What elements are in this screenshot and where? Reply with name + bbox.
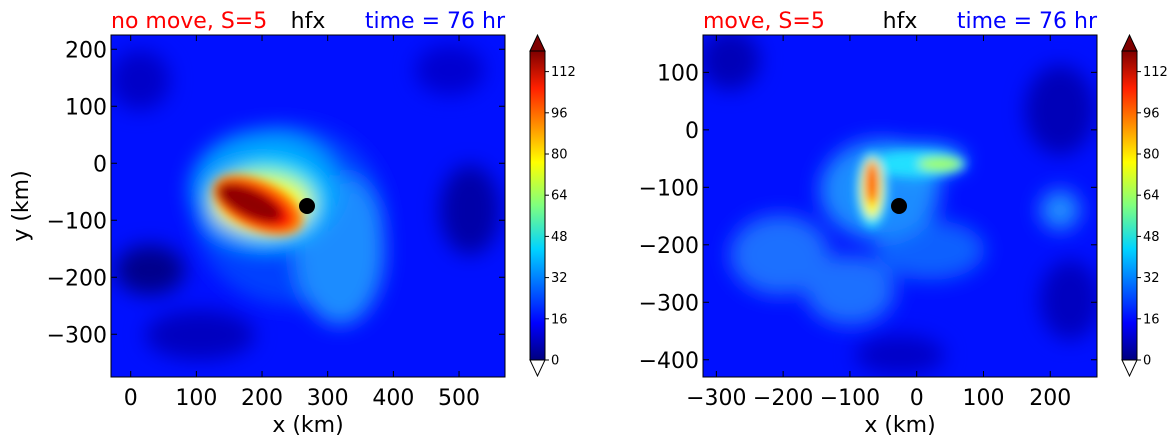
panel-right-heatmap: [703, 35, 1097, 377]
colorbar-tick-label: 64: [1143, 189, 1160, 204]
colorbar-tick-label: 32: [1143, 271, 1160, 286]
panel-left-title-center: hfx: [291, 9, 326, 34]
colorbar-extend-max: [529, 33, 546, 52]
x-tick-label: 200: [1029, 386, 1071, 411]
y-tick-label: −400: [639, 349, 699, 374]
colorbar-tick-label: 112: [551, 65, 576, 80]
panel-right-title-right: time = 76 hr: [957, 9, 1098, 34]
x-tick-label: −200: [753, 386, 813, 411]
x-tick-label: −300: [686, 386, 746, 411]
y-tick-label: −200: [639, 234, 699, 259]
storm-center-marker: [891, 198, 907, 214]
panel-right-title-center: hfx: [883, 9, 918, 34]
heatmap-low-patches: [703, 35, 1097, 375]
x-tick-label: 300: [307, 386, 349, 411]
colorbar-tick-label: 32: [551, 271, 568, 286]
colorbar-tick-label: 96: [1143, 106, 1160, 121]
panel-left-frame: [110, 34, 506, 378]
panel-left-title-right: time = 76 hr: [365, 9, 506, 34]
colorbar-gradient: [1121, 50, 1138, 361]
panel-left-x-ticks: 0 100 200 300 400 500: [124, 35, 480, 411]
y-tick-label: 0: [685, 119, 699, 144]
x-tick-label: 0: [124, 386, 138, 411]
colorbar-extend-max: [1121, 33, 1138, 52]
y-tick-label: 100: [657, 61, 699, 86]
x-tick-label: 0: [910, 386, 924, 411]
colorbar-extend-min: [1121, 359, 1138, 378]
y-tick-label: −200: [47, 266, 107, 291]
x-tick-label: 500: [438, 386, 480, 411]
panel-left-colorbar: 0 16 32 48 64 80 96 112: [529, 33, 576, 378]
panel-right-colorbar: 0 16 32 48 64 80 96 112: [1121, 33, 1168, 378]
panel-left-ylabel: y (km): [9, 170, 34, 241]
panel-left-title-left: no move, S=5: [111, 9, 267, 34]
x-tick-label: 400: [372, 386, 414, 411]
y-tick-label: −300: [639, 291, 699, 316]
colorbar-tick-label: 80: [551, 148, 568, 163]
y-tick-label: 100: [65, 95, 107, 120]
panel-right-frame: [702, 34, 1098, 378]
heatmap-low-patches: [111, 45, 500, 360]
panel-left: no move, S=5 hfx time = 76 hr: [9, 9, 576, 438]
x-tick-label: 200: [241, 386, 283, 411]
colorbar-tick-label: 96: [551, 106, 568, 121]
x-tick-label: 100: [175, 386, 217, 411]
y-tick-label: 0: [93, 152, 107, 177]
x-tick-label: −100: [820, 386, 880, 411]
x-tick-label: 100: [962, 386, 1004, 411]
colorbar-tick-label: 16: [551, 312, 568, 327]
colorbar-ticks: 0 16 32 48 64 80 96 112: [545, 65, 576, 369]
colorbar-extend-min: [529, 359, 546, 378]
panel-right-y-ticks: 100 0 −100 −200 −300 −400: [639, 61, 1097, 374]
storm-center-marker: [299, 198, 315, 214]
heatmap-core: [213, 175, 303, 235]
colorbar-tick-label: 0: [551, 354, 559, 369]
panel-right-x-ticks: −300 −200 −100 0 100 200: [686, 35, 1071, 411]
panel-right-title-left: move, S=5: [703, 9, 825, 34]
colorbar-tick-label: 48: [1143, 230, 1160, 245]
colorbar-tick-label: 0: [1143, 354, 1151, 369]
y-tick-label: −100: [47, 209, 107, 234]
colorbar-tick-label: 16: [1143, 312, 1160, 327]
panel-left-y-ticks: 200 100 0 −100 −200 −300: [47, 38, 505, 348]
y-tick-label: −300: [47, 323, 107, 348]
panel-left-heatmap: [111, 35, 505, 377]
colorbar-tick-label: 112: [1143, 65, 1168, 80]
colorbar-tick-label: 48: [551, 230, 568, 245]
colorbar-tick-label: 64: [551, 189, 568, 204]
colorbar-gradient: [529, 50, 546, 361]
panel-right-xlabel: x (km): [864, 413, 935, 438]
y-tick-label: −100: [639, 176, 699, 201]
colorbar-tick-label: 80: [1143, 148, 1160, 163]
colorbar-ticks: 0 16 32 48 64 80 96 112: [1137, 65, 1168, 369]
y-tick-label: 200: [65, 38, 107, 63]
panel-right: move, S=5 hfx time = 76 hr: [639, 9, 1168, 438]
heatmap-core: [856, 152, 966, 228]
panel-left-xlabel: x (km): [272, 413, 343, 438]
